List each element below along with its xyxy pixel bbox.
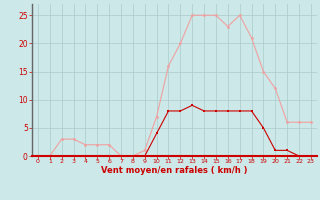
X-axis label: Vent moyen/en rafales ( km/h ): Vent moyen/en rafales ( km/h )	[101, 166, 248, 175]
